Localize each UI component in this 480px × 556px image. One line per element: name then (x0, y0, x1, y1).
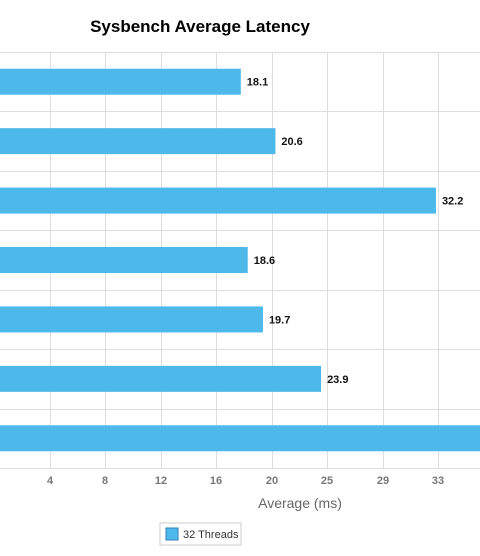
data-label: 18.1 (247, 77, 268, 89)
x-tick-label: 20 (266, 475, 278, 487)
x-tick-label: 4 (47, 475, 54, 487)
data-label: 32.2 (442, 196, 463, 208)
legend[interactable]: 32 Threads (159, 522, 242, 546)
data-label: 19.7 (269, 314, 290, 326)
x-tick-label: 8 (102, 475, 108, 487)
bar[interactable] (0, 68, 241, 95)
legend-label: 32 Threads (183, 529, 239, 541)
grid (0, 52, 480, 469)
legend-box (159, 522, 242, 546)
x-tick-label: 16 (210, 475, 222, 487)
bar[interactable] (0, 187, 436, 214)
bars (0, 68, 480, 452)
bar[interactable] (0, 306, 263, 333)
data-label: 20.6 (281, 136, 302, 148)
data-label: 23.9 (327, 374, 348, 386)
bar[interactable] (0, 247, 248, 273)
data-labels: 18.1 20.6 32.2 18.6 19.7 23.9 (247, 77, 464, 386)
x-tick-label: 12 (155, 475, 167, 487)
x-tick-label: 29 (377, 475, 389, 487)
chart-title: Sysbench Average Latency (90, 17, 310, 36)
x-axis-label: Average (ms) (258, 495, 342, 511)
bar[interactable] (0, 365, 322, 392)
data-label: 18.6 (254, 255, 275, 267)
x-axis-ticks: 4 8 12 16 20 25 29 33 (47, 475, 444, 487)
x-tick-label: 33 (432, 475, 444, 487)
legend-swatch (165, 527, 179, 541)
bar[interactable] (0, 128, 276, 155)
bar[interactable] (0, 425, 480, 452)
x-tick-label: 25 (321, 475, 333, 487)
